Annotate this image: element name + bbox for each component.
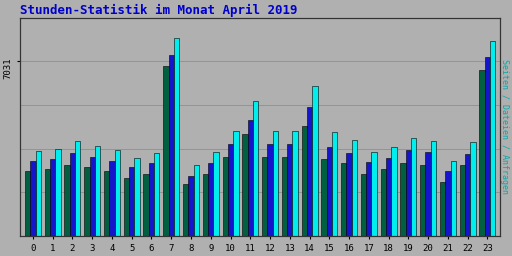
- Bar: [273, 131, 278, 236]
- Bar: [253, 101, 258, 236]
- Bar: [228, 144, 233, 236]
- Bar: [451, 161, 456, 236]
- Bar: [302, 126, 307, 236]
- Bar: [411, 138, 416, 236]
- Y-axis label: Seiten / Dateien / Anfragen: Seiten / Dateien / Anfragen: [500, 59, 508, 194]
- Bar: [168, 55, 174, 236]
- Bar: [95, 145, 100, 236]
- Bar: [174, 38, 179, 236]
- Bar: [307, 107, 312, 236]
- Bar: [188, 176, 194, 236]
- Bar: [282, 157, 287, 236]
- Bar: [465, 154, 470, 236]
- Bar: [55, 149, 61, 236]
- Bar: [327, 146, 332, 236]
- Bar: [149, 163, 154, 236]
- Bar: [485, 57, 490, 236]
- Bar: [400, 163, 406, 236]
- Bar: [50, 159, 55, 236]
- Bar: [361, 174, 366, 236]
- Bar: [292, 131, 298, 236]
- Bar: [366, 162, 372, 236]
- Bar: [490, 40, 495, 236]
- Bar: [322, 159, 327, 236]
- Text: Stunden-Statistik im Monat April 2019: Stunden-Statistik im Monat April 2019: [20, 4, 297, 17]
- Bar: [75, 141, 80, 236]
- Bar: [372, 152, 377, 236]
- Bar: [104, 172, 109, 236]
- Bar: [203, 174, 208, 236]
- Bar: [267, 144, 273, 236]
- Bar: [386, 158, 391, 236]
- Bar: [154, 153, 160, 236]
- Bar: [352, 140, 357, 236]
- Bar: [242, 134, 248, 236]
- Bar: [233, 131, 239, 236]
- Bar: [425, 152, 431, 236]
- Bar: [65, 165, 70, 236]
- Bar: [183, 184, 188, 236]
- Bar: [45, 169, 50, 236]
- Bar: [194, 165, 199, 236]
- Bar: [420, 165, 425, 236]
- Bar: [440, 182, 445, 236]
- Bar: [431, 141, 436, 236]
- Bar: [109, 161, 115, 236]
- Bar: [143, 174, 149, 236]
- Bar: [124, 178, 129, 236]
- Bar: [25, 172, 30, 236]
- Bar: [312, 86, 317, 236]
- Bar: [380, 169, 386, 236]
- Bar: [341, 163, 347, 236]
- Bar: [208, 163, 214, 236]
- Bar: [163, 66, 168, 236]
- Bar: [479, 70, 485, 236]
- Bar: [135, 158, 140, 236]
- Bar: [214, 152, 219, 236]
- Bar: [70, 153, 75, 236]
- Bar: [406, 150, 411, 236]
- Bar: [129, 167, 135, 236]
- Bar: [460, 165, 465, 236]
- Bar: [262, 157, 267, 236]
- Bar: [30, 161, 36, 236]
- Bar: [223, 157, 228, 236]
- Bar: [470, 142, 476, 236]
- Bar: [248, 120, 253, 236]
- Bar: [84, 167, 90, 236]
- Bar: [115, 150, 120, 236]
- Bar: [90, 157, 95, 236]
- Bar: [347, 153, 352, 236]
- Bar: [445, 172, 451, 236]
- Bar: [332, 132, 337, 236]
- Bar: [287, 144, 292, 236]
- Bar: [36, 151, 41, 236]
- Bar: [391, 146, 397, 236]
